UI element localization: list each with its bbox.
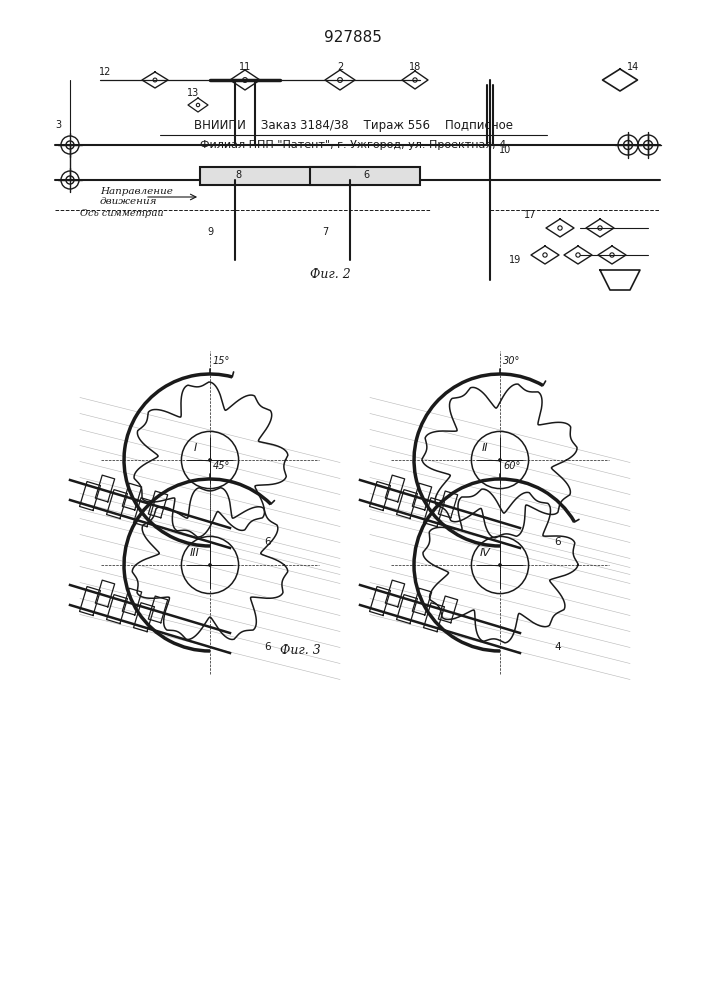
Bar <box>310 167 420 185</box>
Text: 11: 11 <box>239 62 251 72</box>
Text: 927885: 927885 <box>324 29 382 44</box>
Text: Фиг. 3: Фиг. 3 <box>280 644 320 656</box>
Text: 17: 17 <box>524 210 536 220</box>
Text: IV: IV <box>479 548 491 558</box>
Text: 8: 8 <box>235 170 241 180</box>
Text: 6: 6 <box>555 537 561 547</box>
Text: ВНИИПИ    Заказ 3184/38    Тираж 556    Подписное: ВНИИПИ Заказ 3184/38 Тираж 556 Подписное <box>194 118 513 131</box>
Bar <box>200 167 355 185</box>
Text: III: III <box>190 548 200 558</box>
Text: II: II <box>481 443 489 453</box>
Text: 14: 14 <box>627 62 639 72</box>
Circle shape <box>498 458 501 462</box>
Circle shape <box>209 564 211 566</box>
Text: 45°: 45° <box>213 461 230 471</box>
Text: Ось симметрии: Ось симметрии <box>80 210 163 219</box>
Text: 3: 3 <box>55 120 61 130</box>
Text: 6: 6 <box>363 170 369 180</box>
Text: 6: 6 <box>264 642 271 652</box>
Text: 4: 4 <box>555 642 561 652</box>
Circle shape <box>498 564 501 566</box>
Circle shape <box>209 458 211 462</box>
Text: 60°: 60° <box>503 461 520 471</box>
Text: 13: 13 <box>187 88 199 98</box>
Text: 30°: 30° <box>503 356 520 366</box>
Text: движения: движения <box>100 198 158 207</box>
Text: 15°: 15° <box>213 356 230 366</box>
Text: I: I <box>194 443 197 453</box>
Text: 6: 6 <box>264 537 271 547</box>
Text: Направление: Направление <box>100 188 173 196</box>
Text: 7: 7 <box>322 227 328 237</box>
Text: Фиг. 2: Фиг. 2 <box>310 268 351 282</box>
Text: 10: 10 <box>499 145 511 155</box>
Text: 12: 12 <box>99 67 111 77</box>
Text: Филиал ППП "Патент", г. Ужгород, ул. Проектная, 4: Филиал ППП "Патент", г. Ужгород, ул. Про… <box>200 140 506 150</box>
Text: 18: 18 <box>409 62 421 72</box>
Text: 2: 2 <box>337 62 343 72</box>
Text: 9: 9 <box>207 227 213 237</box>
Text: 19: 19 <box>509 255 521 265</box>
